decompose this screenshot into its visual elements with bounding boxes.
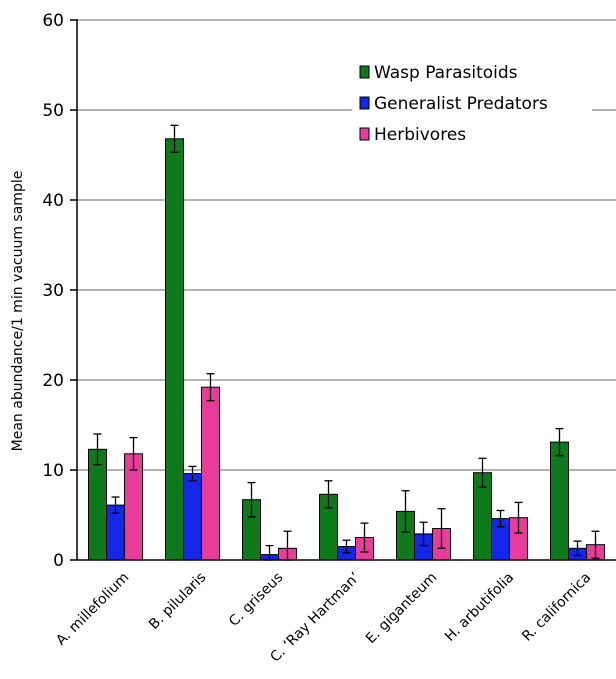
x-tick-label: R. californica [519, 570, 594, 645]
error-bar [496, 509, 505, 528]
error-bar [170, 124, 179, 153]
bar-wasp-parasitoids [165, 138, 184, 561]
legend-swatch [359, 127, 370, 141]
error-bar [324, 480, 333, 509]
legend-label: Herbivores [374, 125, 466, 145]
legend-swatch [359, 96, 370, 110]
error-bar [93, 433, 102, 466]
bar-generalist-predators [183, 473, 202, 561]
y-tick-label: 30 [42, 281, 64, 301]
error-bar [573, 540, 582, 557]
error-bar [360, 522, 369, 553]
error-bar [206, 373, 215, 402]
error-bar [591, 530, 600, 559]
y-tick-label: 20 [42, 371, 64, 391]
y-axis-label: Mean abundance/1 min vacuum sample [10, 171, 26, 452]
legend-item: Wasp Parasitoids [359, 63, 518, 83]
x-tick-label: B. pilularis [146, 570, 209, 633]
legend-box [352, 52, 592, 147]
error-bar [419, 521, 428, 547]
x-tick-label: C. griseus [226, 570, 286, 630]
y-tick-label: 60 [42, 11, 64, 31]
error-bar [129, 436, 138, 471]
legend-item: Herbivores [359, 125, 466, 145]
legend-item: Generalist Predators [359, 94, 548, 114]
error-bar [478, 457, 487, 488]
error-bar [342, 539, 351, 554]
bar-wasp-parasitoids [88, 448, 107, 561]
error-bar [247, 481, 256, 518]
error-bar [188, 465, 197, 482]
y-tick-label: 0 [53, 551, 64, 571]
y-axis-ticks: 0 10 20 30 40 50 60 [42, 11, 77, 571]
legend-label: Generalist Predators [374, 94, 548, 114]
y-tick-label: 40 [42, 191, 64, 211]
error-bar [111, 496, 120, 514]
error-bar [514, 501, 523, 534]
bars [88, 138, 605, 561]
legend: Wasp Parasitoids Generalist Predators Herb… [352, 52, 592, 147]
y-tick-label: 10 [42, 461, 64, 481]
legend-swatch [359, 65, 370, 79]
error-bar [437, 508, 446, 549]
error-bar [401, 490, 410, 533]
x-tick-label: E. giganteum [363, 570, 440, 647]
x-tick-label: A. millefolium [53, 570, 132, 649]
x-tick-label: H. arbutifolia [442, 570, 517, 645]
legend-label: Wasp Parasitoids [374, 63, 518, 83]
error-bar [555, 427, 564, 457]
bar-herbivores [201, 386, 220, 561]
y-tick-label: 50 [42, 101, 64, 121]
bar-wasp-parasitoids [550, 441, 569, 561]
axes [76, 19, 616, 561]
